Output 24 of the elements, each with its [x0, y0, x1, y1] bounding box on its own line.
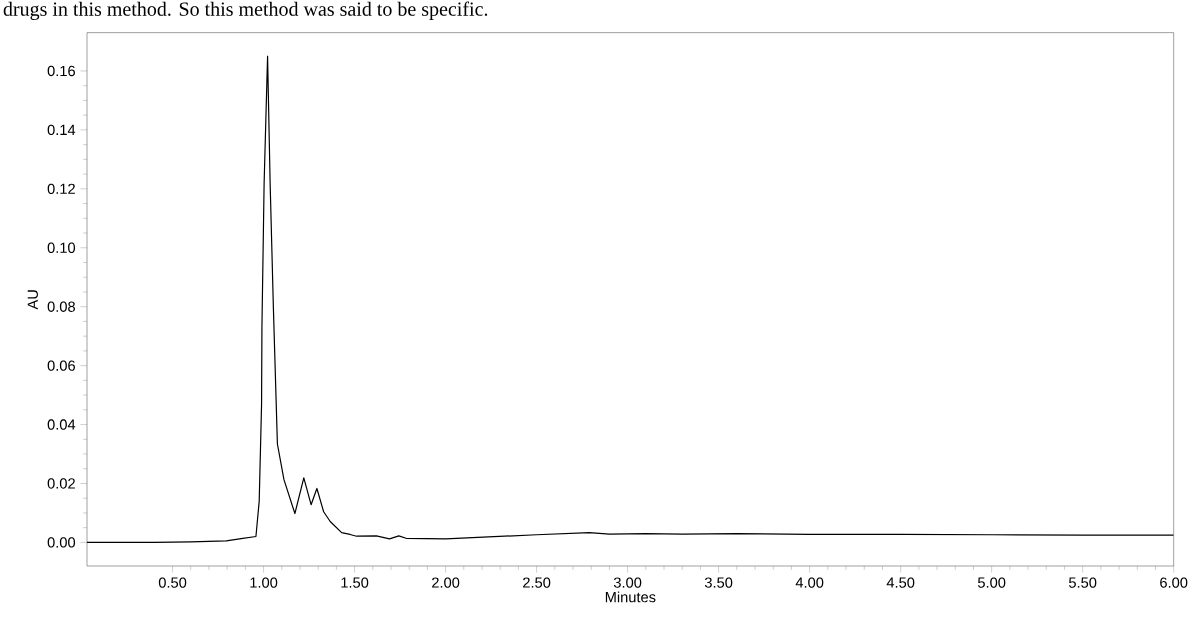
y-tick-label: 0.16 — [47, 65, 75, 77]
x-tick-label: 1.00 — [250, 577, 278, 588]
x-tick-label: 1.50 — [341, 577, 369, 588]
x-tick-label: 2.00 — [432, 577, 460, 588]
text: drugs in this method. So this method was said to be specific. — [3, 1, 488, 20]
y-tick-label: 0.02 — [47, 478, 75, 489]
x-tick-label: 3.00 — [613, 577, 642, 588]
y-tick-label: 0.06 — [47, 360, 75, 371]
x-tick-label: 0.50 — [158, 577, 187, 588]
y-tick-label: 0.08 — [47, 301, 75, 312]
x-tick-label: 4.50 — [886, 577, 915, 588]
y-tick-label: 0.12 — [47, 183, 75, 195]
x-tick-label: 4.00 — [795, 577, 824, 588]
y-tick-label: 0.00 — [47, 537, 76, 548]
x-tick-label: 5.50 — [1068, 577, 1097, 588]
x-tick-label: 6.00 — [1160, 577, 1188, 588]
x-tick-label: 5.00 — [977, 577, 1006, 588]
y-axis-title: AU — [27, 290, 38, 310]
x-tick-label: 3.50 — [704, 577, 733, 588]
y-tick-label: 0.10 — [47, 242, 76, 253]
y-tick-label: 0.04 — [47, 419, 76, 430]
x-tick-label: 2.50 — [523, 577, 551, 588]
x-axis-title: Minutes — [605, 591, 656, 603]
y-tick-label: 0.14 — [47, 124, 76, 136]
